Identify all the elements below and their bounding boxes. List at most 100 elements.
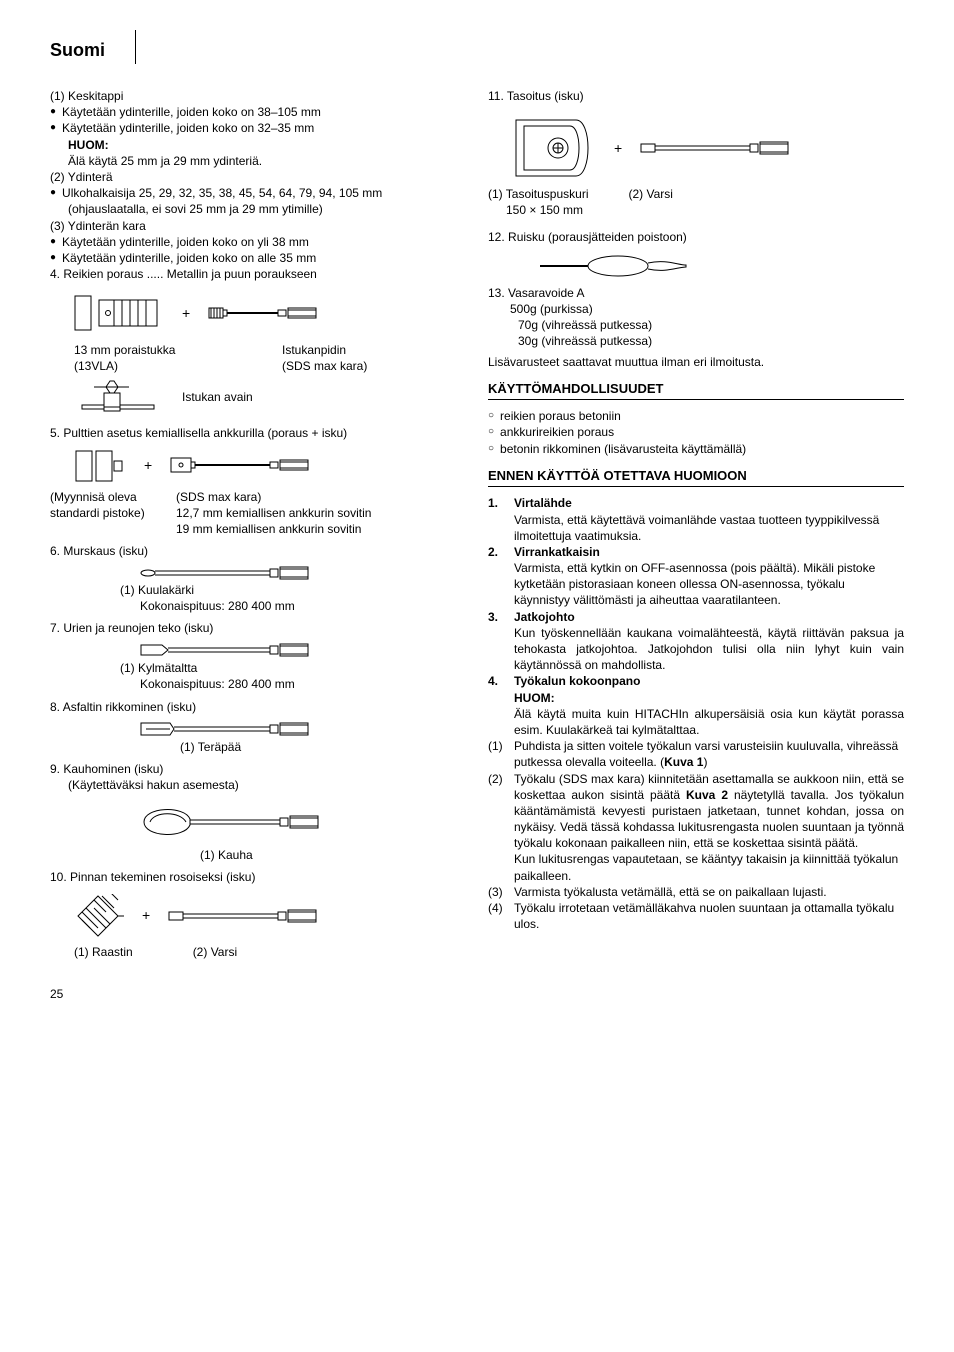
diagram-syringe [538,253,904,279]
item-3: (3) Ydinterän kara [50,218,466,234]
item-11: 11. Tasoitus (isku) [488,88,904,104]
disc-icon: ● [50,250,56,266]
item-6: 6. Murskaus (isku) [50,543,466,559]
caption: (1) Kylmätaltta [120,660,466,676]
diagram-cutter [140,721,466,737]
caption: 12,7 mm kemiallisen ankkurin sovitin [176,505,371,521]
sub-item: (4) Työkalu irrotetaan vetämälläkahva nu… [488,900,904,932]
heading: Jatkojohto [514,609,904,625]
content-columns: (1) Keskitappi ●Käytetään ydinterille, j… [50,88,904,960]
caption: (1) Kauha [200,847,466,863]
heading: Virtalähde [514,495,904,511]
note-label: HUOM: [50,137,466,153]
spec: 500g (purkissa) [488,301,904,317]
caption: Istukan avain [182,389,253,405]
diagram-bullpoint [140,566,466,580]
bullet: ○betonin rikkominen (lisävarusteita käyt… [488,441,904,457]
numbered-item: 1. Virtalähde Varmista, että käytettävä … [488,495,904,544]
diagram-captions: (1) Tasoituspuskuri 150 × 150 mm (2) Var… [488,186,904,218]
sub-item: (2) Työkalu (SDS max kara) kiinnitetään … [488,771,904,884]
diagram-captions: (Myynnisä oleva standardi pistoke) (SDS … [50,489,466,538]
plus-icon: + [182,304,190,323]
bullet: ●Käytetään ydinterille, joiden koko on 3… [50,104,466,120]
item-9: 9. Kauhominen (isku) [50,761,466,777]
circle-icon: ○ [488,408,494,424]
disc-icon: ● [50,104,56,120]
caption: (Myynnisä oleva [50,489,170,505]
body: Varmista, että kytkin on OFF-asennossa (… [514,560,904,609]
body: Työkalu irrotetaan vetämälläkahva nuolen… [514,900,904,932]
right-column: 11. Tasoitus (isku) + (1) Tasoituspuskur… [488,88,904,960]
numbered-item: 4. Työkalun kokoonpano HUOM: Älä käytä m… [488,673,904,738]
plus-icon: + [142,906,150,925]
caption: Kokonaispituus: 280 400 mm [140,598,466,614]
adapter-icon [170,457,310,475]
bullet: ●Käytetään ydinterille, joiden koko on 3… [50,120,466,136]
disc-icon: ● [50,185,56,201]
item-4: 4. Reikien poraus ..... Metallin ja puun… [50,266,466,282]
body: Kun lukitusrengas vapautetaan, se käänty… [514,851,904,883]
bullet: ●Käytetään ydinterille, joiden koko on y… [50,234,466,250]
body: Varmista työkalusta vetämällä, että se o… [514,884,904,900]
language-title: Suomi [50,30,105,64]
item-10: 10. Pinnan tekeminen rosoiseksi (isku) [50,869,466,885]
circle-icon: ○ [488,441,494,457]
syringe-icon [538,253,688,279]
scoop-icon [140,799,320,845]
body: Varmista, että käytettävä voimanlähde va… [514,512,904,544]
item-1: (1) Keskitappi [50,88,466,104]
caption: (2) Varsi [193,944,237,960]
bullet: ●Ulkohalkaisija 25, 29, 32, 35, 38, 45, … [50,185,466,201]
item-9-sub: (Käytettäväksi hakun asemesta) [50,777,466,793]
caption: Istukanpidin [282,342,466,358]
numbered-item: 2. Virrankatkaisin Varmista, että kytkin… [488,544,904,609]
note-text: Älä käytä 25 mm ja 29 mm ydinteriä. [50,153,466,169]
item-8: 8. Asfaltin rikkominen (isku) [50,699,466,715]
shank-icon [168,908,318,924]
item-2: (2) Ydinterä [50,169,466,185]
caption: standardi pistoke) [50,505,170,521]
plus-icon: + [614,139,622,158]
caption: 150 × 150 mm [488,202,589,218]
body: Kun työskennellään kaukana voimalähteest… [514,625,904,674]
diagram-busher: + [74,894,466,938]
caption: (1) Tasoituspuskuri [488,186,589,202]
disclaimer: Lisävarusteet saattavat muuttua ilman er… [488,354,904,370]
bullpoint-icon [140,566,310,580]
key-icon [74,379,164,415]
tamper-icon [512,116,596,180]
diagram-captions: (1) Raastin (2) Varsi [74,944,466,960]
heading: Virrankatkaisin [514,544,904,560]
body: Työkalu (SDS max kara) kiinnitetään aset… [514,771,904,852]
caption: 13 mm poraistukka [74,342,258,358]
diagram-key: Istukan avain [74,379,466,415]
socket-icon [74,449,126,483]
bullet: ○reikien poraus betoniin [488,408,904,424]
numbered-item: 3. Jatkojohto Kun työskennellään kaukana… [488,609,904,674]
page-header: Suomi [50,30,904,64]
spec: 30g (vihreässä putkessa) [488,333,904,349]
shank-icon [640,140,790,156]
chuck-icon [74,290,164,336]
diagram-anchor: + [74,449,466,483]
section-before-use: ENNEN KÄYTTÖÄ OTETTAVA HUOMIOON [488,467,904,488]
heading: Työkalun kokoonpano [514,673,904,689]
body: Puhdista ja sitten voitele työkalun vars… [514,738,904,770]
diagram-tamper: + [512,116,904,180]
diagram-captions: 13 mm poraistukka (13VLA) Istukanpidin (… [74,342,466,374]
busher-icon [74,894,124,938]
plus-icon: + [144,456,152,475]
disc-icon: ● [50,234,56,250]
sub-item: (1) Puhdista ja sitten voitele työkalun … [488,738,904,770]
disc-icon: ● [50,120,56,136]
section-applications: KÄYTTÖMAHDOLLISUUDET [488,380,904,401]
bullet: ●Käytetään ydinterille, joiden koko on a… [50,250,466,266]
left-column: (1) Keskitappi ●Käytetään ydinterille, j… [50,88,466,960]
subtext: (ohjauslaatalla, ei sovi 25 mm ja 29 mm … [50,201,466,217]
chisel-icon [140,642,310,658]
item-5: 5. Pulttien asetus kemiallisella ankkuri… [50,425,466,441]
bullet: ○ankkurireikien poraus [488,424,904,440]
holder-icon [208,303,318,323]
sub-item: (3) Varmista työkalusta vetämällä, että … [488,884,904,900]
caption: (2) Varsi [629,186,673,218]
